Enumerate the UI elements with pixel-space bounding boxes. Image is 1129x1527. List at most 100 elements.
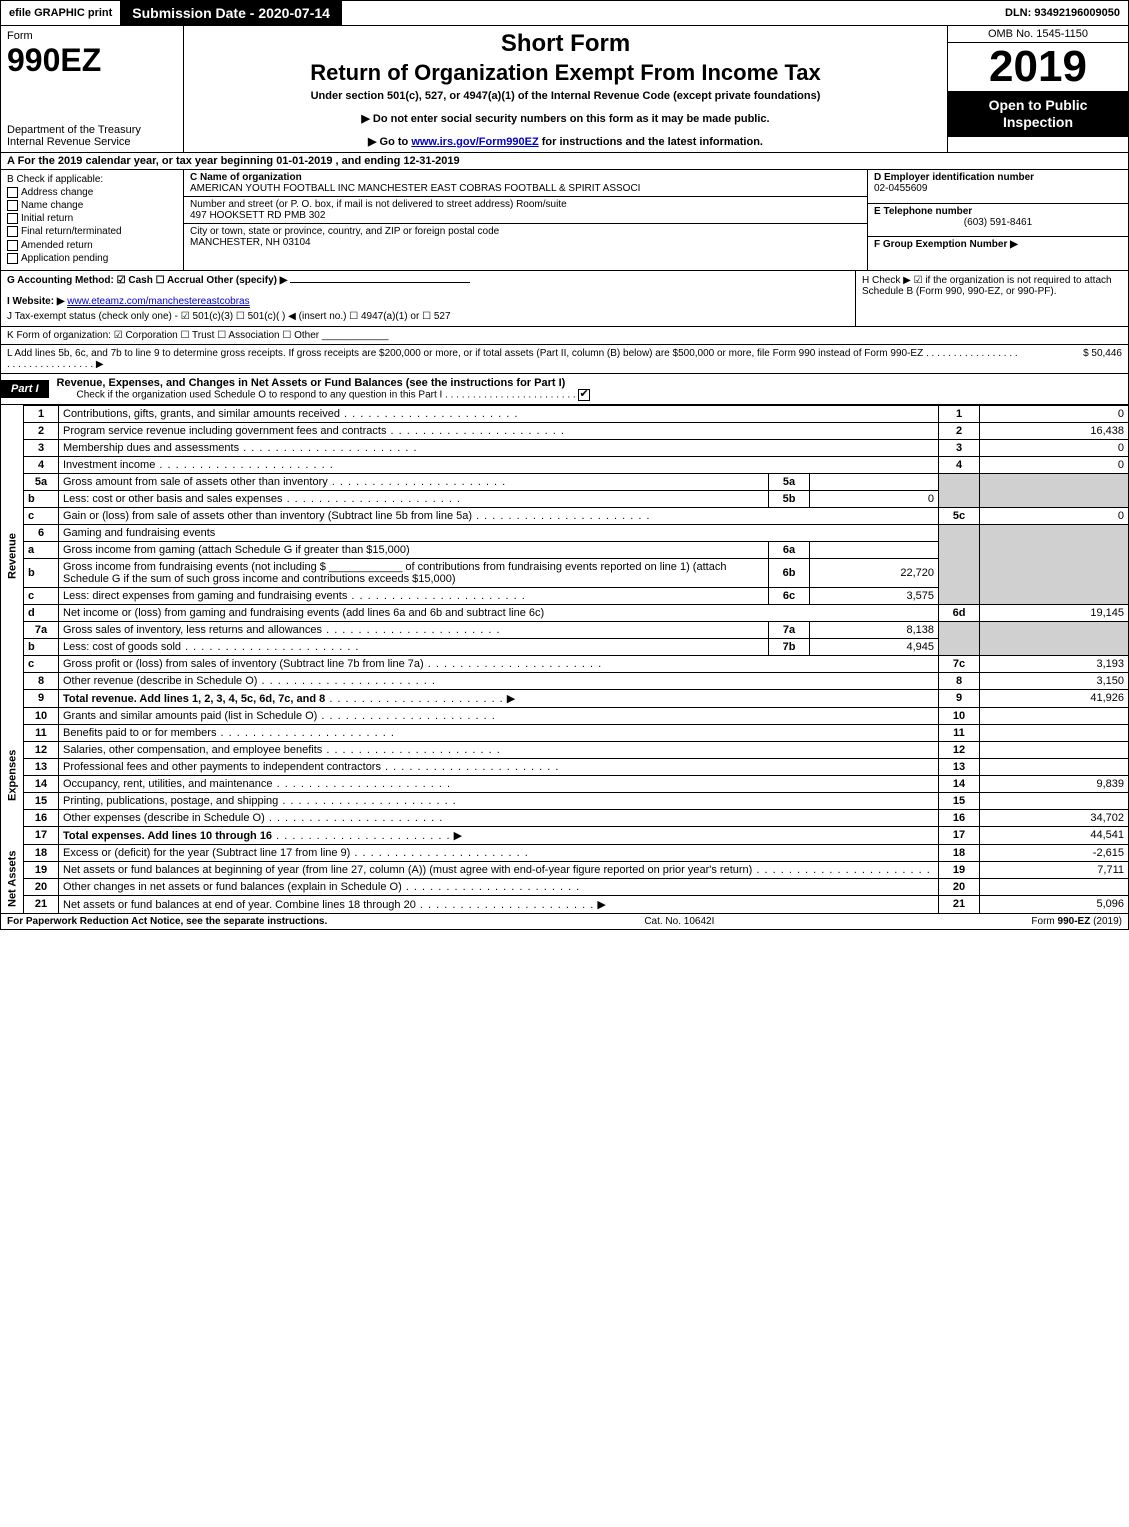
expenses-section-label: Expenses — [1, 707, 24, 844]
line-8-value: 3,150 — [980, 672, 1129, 689]
line-19-num: 19 — [24, 861, 59, 878]
line-8-num: 8 — [24, 672, 59, 689]
line-6d-desc: Net income or (loss) from gaming and fun… — [59, 604, 939, 621]
shade-7 — [939, 621, 980, 655]
open-public: Open to Public Inspection — [948, 91, 1128, 137]
line-17-rnum: 17 — [939, 826, 980, 844]
line-7a-desc: Gross sales of inventory, less returns a… — [63, 624, 501, 636]
line-21-rnum: 21 — [939, 895, 980, 913]
revenue-section-label: Revenue — [1, 405, 24, 707]
chk-final-return[interactable]: Final return/terminated — [7, 226, 177, 237]
line-20-rnum: 20 — [939, 878, 980, 895]
line-5c-desc: Gain or (loss) from sale of assets other… — [63, 510, 651, 522]
part-i-header: Part I Revenue, Expenses, and Changes in… — [0, 374, 1129, 405]
chk-amended-return[interactable]: Amended return — [7, 240, 177, 251]
footer-mid: Cat. No. 10642I — [644, 916, 714, 927]
chk-initial-return[interactable]: Initial return — [7, 213, 177, 224]
goto-pre: ▶ Go to — [368, 136, 411, 148]
form-word: Form — [7, 30, 177, 42]
addr-label: Number and street (or P. O. box, if mail… — [190, 199, 861, 210]
line-12-value — [980, 741, 1129, 758]
line-20-desc: Other changes in net assets or fund bala… — [63, 881, 580, 893]
shade-5 — [939, 473, 980, 507]
line-10-rnum: 10 — [939, 707, 980, 724]
ein-value: 02-0455609 — [874, 183, 1122, 194]
line-1-rnum: 1 — [939, 405, 980, 422]
box-right: D Employer identification number 02-0455… — [867, 170, 1128, 270]
line-4-desc: Investment income — [63, 459, 334, 471]
line-6c-innum: 6c — [769, 587, 810, 604]
chk-address-change[interactable]: Address change — [7, 187, 177, 198]
line-19-rnum: 19 — [939, 861, 980, 878]
part-i-checkbox[interactable] — [578, 389, 590, 401]
line-7b-value: 4,945 — [810, 638, 939, 655]
line-3-rnum: 3 — [939, 439, 980, 456]
line-7a-num: 7a — [24, 621, 59, 638]
line-6a-innum: 6a — [769, 541, 810, 558]
line-18-num: 18 — [24, 844, 59, 861]
row-h: H Check ▶ ☑ if the organization is not r… — [855, 271, 1128, 326]
line-6d-value: 19,145 — [980, 604, 1129, 621]
omb-number: OMB No. 1545-1150 — [948, 26, 1128, 43]
line-15-num: 15 — [24, 792, 59, 809]
line-14-num: 14 — [24, 775, 59, 792]
line-5c-num: c — [24, 507, 59, 524]
line-2-desc: Program service revenue including govern… — [63, 425, 565, 437]
row-j: J Tax-exempt status (check only one) - ☑… — [7, 311, 849, 322]
top-bar: efile GRAPHIC print Submission Date - 20… — [0, 0, 1129, 26]
efile-label: efile GRAPHIC print — [1, 3, 120, 23]
website-link[interactable]: www.eteamz.com/manchestereastcobras — [67, 296, 249, 308]
line-15-desc: Printing, publications, postage, and shi… — [63, 795, 457, 807]
row-g-blank[interactable] — [290, 282, 470, 283]
line-4-rnum: 4 — [939, 456, 980, 473]
line-15-value — [980, 792, 1129, 809]
chk-label-0: Address change — [21, 187, 93, 198]
line-7a-value: 8,138 — [810, 621, 939, 638]
org-name: AMERICAN YOUTH FOOTBALL INC MANCHESTER E… — [190, 183, 861, 194]
line-6b-desc: Gross income from fundraising events (no… — [59, 558, 769, 587]
chk-application-pending[interactable]: Application pending — [7, 253, 177, 264]
line-5b-num: b — [24, 490, 59, 507]
goto-link[interactable]: www.irs.gov/Form990EZ — [411, 136, 538, 148]
box-c: C Name of organization AMERICAN YOUTH FO… — [184, 170, 867, 270]
line-14-rnum: 14 — [939, 775, 980, 792]
part-i-table: Revenue 1 Contributions, gifts, grants, … — [0, 405, 1129, 914]
part-i-badge: Part I — [1, 380, 49, 398]
shade-6v — [980, 524, 1129, 604]
box-b: B Check if applicable: Address change Na… — [1, 170, 184, 270]
line-10-value — [980, 707, 1129, 724]
line-13-desc: Professional fees and other payments to … — [63, 761, 559, 773]
footer-right-bold: 990-EZ — [1058, 916, 1091, 927]
header-center: Short Form Return of Organization Exempt… — [184, 26, 947, 152]
line-2-value: 16,438 — [980, 422, 1129, 439]
dln-label: DLN: 93492196009050 — [997, 3, 1128, 23]
line-6c-desc-text: Less: direct expenses from gaming and fu… — [63, 590, 526, 602]
form-number: 990EZ — [7, 42, 177, 79]
line-19-value: 7,711 — [980, 861, 1129, 878]
line-5c-rnum: 5c — [939, 507, 980, 524]
line-7b-num: b — [24, 638, 59, 655]
chk-label-3: Final return/terminated — [21, 227, 122, 238]
line-6b-value: 22,720 — [810, 558, 939, 587]
line-6c-desc: Less: direct expenses from gaming and fu… — [59, 587, 769, 604]
city-label: City or town, state or province, country… — [190, 226, 861, 237]
line-7a-innum: 7a — [769, 621, 810, 638]
line-16-rnum: 16 — [939, 809, 980, 826]
goto-post: for instructions and the latest informat… — [542, 136, 763, 148]
line-16-desc: Other expenses (describe in Schedule O) — [63, 812, 443, 824]
return-title: Return of Organization Exempt From Incom… — [190, 60, 941, 86]
line-9-desc: Total revenue. Add lines 1, 2, 3, 4, 5c,… — [63, 693, 325, 705]
line-7b-innum: 7b — [769, 638, 810, 655]
line-21-num: 21 — [24, 895, 59, 913]
line-17-value: 44,541 — [980, 826, 1129, 844]
line-19-desc: Net assets or fund balances at beginning… — [63, 864, 931, 876]
part-i-sub: Check if the organization used Schedule … — [77, 389, 576, 400]
line-5a-innum: 5a — [769, 473, 810, 490]
line-6a-num: a — [24, 541, 59, 558]
shade-6 — [939, 524, 980, 604]
row-i-label: I Website: ▶ — [7, 296, 65, 307]
line-20-num: 20 — [24, 878, 59, 895]
line-5b-value: 0 — [810, 490, 939, 507]
header-right: OMB No. 1545-1150 2019 Open to Public In… — [947, 26, 1128, 152]
chk-name-change[interactable]: Name change — [7, 200, 177, 211]
